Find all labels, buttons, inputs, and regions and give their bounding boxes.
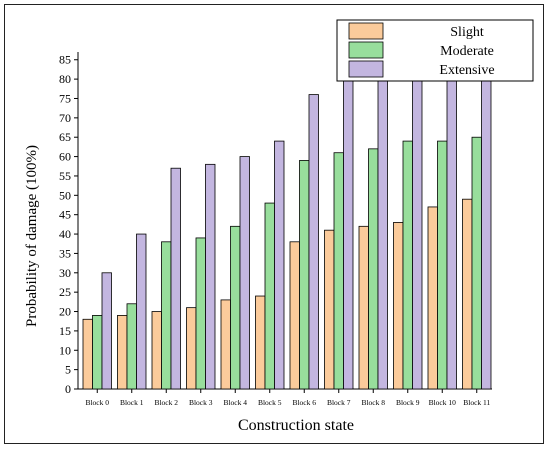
bar-slight-10 xyxy=(427,206,438,390)
bar-moderate-5 xyxy=(264,202,275,390)
y-tick-label: 40 xyxy=(59,227,71,241)
figure-frame xyxy=(4,4,544,444)
x-tick-label: Block 1 xyxy=(120,398,144,407)
bar-slight-0 xyxy=(82,318,93,390)
x-tick-label: Block 6 xyxy=(292,398,316,407)
x-axis-label: Construction state xyxy=(238,417,354,434)
y-axis-label: Probability of damage (100%) xyxy=(24,145,40,327)
x-tick-label: Block 10 xyxy=(429,398,457,407)
y-tick-label: 30 xyxy=(59,266,71,280)
x-tick-label: Block 5 xyxy=(258,398,282,407)
y-tick-label: 45 xyxy=(59,208,71,222)
y-tick-label: 0 xyxy=(65,382,71,396)
x-tick-label: Block 9 xyxy=(396,398,420,407)
legend-label-moderate: Moderate xyxy=(440,44,494,59)
y-tick-label: 5 xyxy=(65,363,71,377)
bar-moderate-8 xyxy=(368,148,379,390)
x-tick-label: Block 0 xyxy=(85,398,109,407)
x-tick-label: Block 2 xyxy=(154,398,178,407)
bar-extensive-3 xyxy=(205,163,216,390)
bar-extensive-7 xyxy=(343,78,354,390)
bars xyxy=(82,78,492,390)
axes: 0 5 10 15 20 25 30 35 40 45 50 55 60 65 70 75 80 85 Block … xyxy=(59,52,492,407)
bar-slight-5 xyxy=(255,295,266,390)
bar-moderate-6 xyxy=(299,160,310,390)
y-tick-label: 50 xyxy=(59,188,71,202)
bar-extensive-1 xyxy=(136,233,147,390)
legend-swatch-moderate xyxy=(348,41,384,59)
bar-extensive-0 xyxy=(101,272,112,390)
legend-label-extensive: Extensive xyxy=(439,63,494,78)
bar-slight-8 xyxy=(358,225,369,390)
bar-moderate-0 xyxy=(92,315,103,390)
bar-moderate-9 xyxy=(402,140,413,390)
bar-extensive-2 xyxy=(170,167,181,390)
legend-swatch-slight xyxy=(348,22,384,40)
bar-moderate-7 xyxy=(333,152,344,390)
y-tick-label: 70 xyxy=(59,111,71,125)
bar-extensive-5 xyxy=(274,140,285,390)
x-tick-label: Block 11 xyxy=(463,398,490,407)
bar-extensive-11 xyxy=(481,78,492,390)
legend-swatch-extensive xyxy=(348,60,384,78)
x-tick-label: Block 3 xyxy=(189,398,213,407)
bar-moderate-10 xyxy=(437,140,448,390)
bar-extensive-8 xyxy=(377,78,388,390)
bar-slight-11 xyxy=(462,198,473,390)
y-tick-label: 20 xyxy=(59,305,71,319)
legend-label-slight: Slight xyxy=(450,25,484,40)
bar-slight-6 xyxy=(289,241,300,390)
y-tick-label: 25 xyxy=(59,285,71,299)
bar-extensive-9 xyxy=(412,78,423,390)
bar-extensive-6 xyxy=(308,94,319,390)
y-tick-label: 10 xyxy=(59,343,71,357)
y-tick-label: 80 xyxy=(59,72,71,86)
y-tick-label: 75 xyxy=(59,91,71,105)
y-tick-label: 55 xyxy=(59,169,71,183)
bar-moderate-4 xyxy=(230,225,241,390)
bar-extensive-10 xyxy=(446,78,457,390)
y-tick-label: 15 xyxy=(59,324,71,338)
x-tick-label: Block 8 xyxy=(361,398,385,407)
bar-slight-4 xyxy=(220,299,231,390)
bar-moderate-11 xyxy=(471,136,482,390)
y-tick-label: 60 xyxy=(59,150,71,164)
bar-slight-3 xyxy=(186,307,197,390)
bar-moderate-2 xyxy=(161,241,172,390)
x-tick-label: Block 7 xyxy=(327,398,351,407)
bar-extensive-4 xyxy=(239,156,250,390)
y-tick-label: 35 xyxy=(59,246,71,260)
bar-moderate-1 xyxy=(126,303,137,390)
x-tick-label: Block 4 xyxy=(223,398,247,407)
y-tick-label: 65 xyxy=(59,130,71,144)
bar-slight-7 xyxy=(324,229,335,390)
bar-slight-9 xyxy=(393,222,404,390)
bar-moderate-3 xyxy=(195,237,206,390)
legend: Slight Moderate Extensive xyxy=(336,19,534,82)
bar-slight-2 xyxy=(151,311,162,390)
y-tick-label: 85 xyxy=(59,53,71,67)
bar-slight-1 xyxy=(117,315,128,390)
